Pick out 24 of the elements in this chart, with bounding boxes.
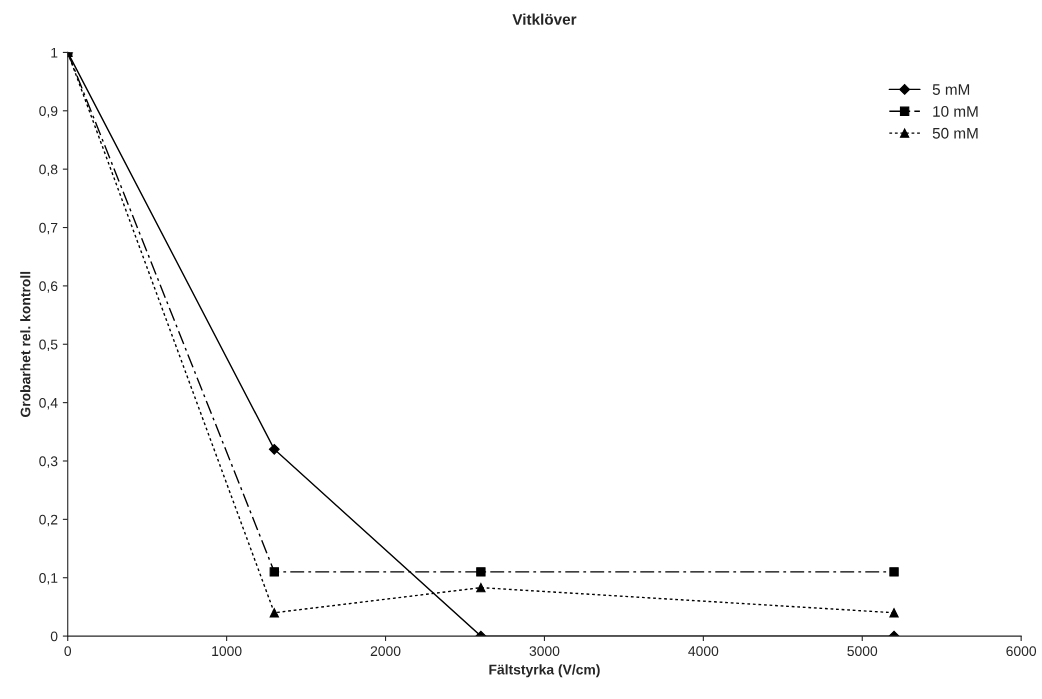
legend-label: 10 mM bbox=[933, 105, 978, 117]
y-tick-label: 0,5 bbox=[39, 339, 58, 352]
y-tick-label: 0,1 bbox=[39, 573, 58, 585]
x-tick-label: 0 bbox=[64, 646, 72, 657]
y-tick-label: 0,6 bbox=[39, 281, 58, 293]
x-tick-label: 3000 bbox=[529, 646, 560, 657]
x-tick-label: 1000 bbox=[212, 646, 242, 657]
x-tick-label: 4000 bbox=[688, 646, 719, 657]
y-tick-label: 0,8 bbox=[39, 164, 58, 176]
x-tick-label: 5000 bbox=[847, 646, 878, 657]
x-axis-title: Fältstyrka (V/cm) bbox=[489, 664, 600, 678]
y-tick-label: 0,9 bbox=[39, 106, 58, 118]
x-tick-label: 2000 bbox=[370, 646, 401, 657]
y-tick-label: 0 bbox=[50, 631, 58, 642]
y-tick-label: 0,4 bbox=[39, 397, 58, 410]
y-tick-label: 0,7 bbox=[39, 222, 58, 235]
y-tick-label: 1 bbox=[51, 47, 58, 58]
chart-title: Vitklöver bbox=[512, 13, 577, 25]
legend-label: 5 mM bbox=[932, 84, 970, 95]
y-tick-label: 0,3 bbox=[39, 456, 58, 468]
y-tick-label: 0,2 bbox=[39, 514, 58, 527]
x-tick-label: 6000 bbox=[1006, 646, 1037, 657]
y-axis-title: Grobarhet rel. kontroll bbox=[20, 271, 31, 417]
legend-label: 50 mM bbox=[932, 127, 978, 139]
